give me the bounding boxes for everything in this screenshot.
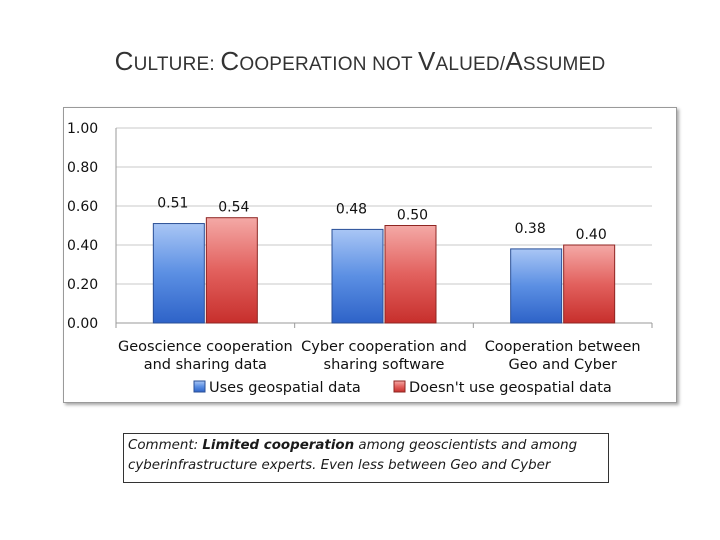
comment-prefix: Comment: [128, 438, 203, 453]
y-tick-label: 0.00 [67, 316, 98, 332]
x-category-label: Geoscience cooperation [118, 339, 293, 355]
bar-doesnt-use-0 [205, 217, 258, 324]
comment-box: Comment: Limited cooperation among geosc… [123, 433, 609, 483]
bar-chart: 0.00 0.20 0.40 0.60 0.80 1.00 0.51 0.54 Geoscien… [67, 121, 653, 396]
data-label: 0.54 [218, 200, 249, 216]
comment-rest: among geoscientists and among [354, 438, 578, 453]
data-label: 0.51 [157, 196, 188, 212]
bar-doesnt-use-2 [563, 244, 616, 324]
y-tick-label: 0.40 [67, 238, 98, 254]
y-tick-label: 0.60 [67, 199, 98, 215]
x-category-label: Cyber cooperation and [301, 339, 467, 355]
data-label: 0.38 [515, 221, 546, 237]
y-tick-label: 1.00 [67, 121, 98, 137]
slide-title: CULTURE: COOPERATION NOT VALUED/ASSUMED [114, 46, 606, 76]
data-label: 0.50 [397, 208, 428, 224]
bar-doesnt-use-1 [384, 225, 437, 324]
y-tick-label: 0.80 [67, 160, 98, 176]
comment-line-2: cyberinfrastructure experts. Even less b… [128, 458, 551, 473]
chart-frame: 0.00 0.20 0.40 0.60 0.80 1.00 0.51 0.54 Geoscien… [63, 107, 677, 403]
x-category-label: Geo and Cyber [509, 357, 617, 373]
x-category-label: and sharing data [144, 357, 267, 373]
y-tick-label: 0.20 [67, 277, 98, 293]
x-category-label: Cooperation between [485, 339, 641, 355]
legend-swatch [393, 380, 406, 393]
comment-emphasis: Limited cooperation [202, 438, 355, 453]
legend-label: Uses geospatial data [209, 380, 361, 396]
x-category-label: sharing software [324, 357, 445, 373]
comment-line-1: Comment: Limited cooperation among geosc… [128, 436, 604, 456]
data-label: 0.40 [576, 227, 607, 243]
data-label: 0.48 [336, 201, 367, 217]
legend-swatch [193, 380, 206, 393]
bar-uses-1 [331, 228, 384, 324]
bar-uses-2 [510, 248, 563, 324]
bar-uses-0 [152, 223, 205, 324]
legend-label: Doesn't use geospatial data [409, 380, 612, 396]
